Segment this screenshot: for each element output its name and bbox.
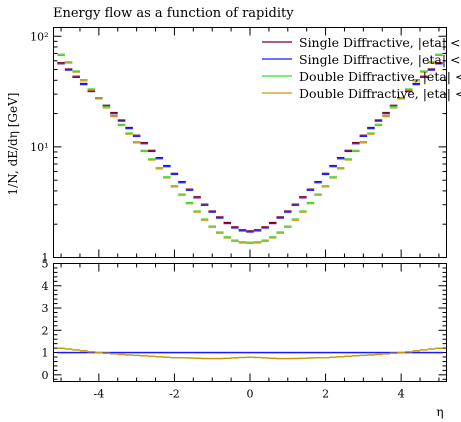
main-y-tick-label: 1 xyxy=(42,252,49,265)
ratio-y-tick-label: 2 xyxy=(42,324,49,337)
legend-entry-1: Single Diffractive, |eta| < 5 xyxy=(299,35,461,50)
ratio-y-tick-label: 4 xyxy=(42,280,49,293)
ratio-series xyxy=(57,347,443,360)
ratio-y-tick-label: 5 xyxy=(42,258,49,271)
main-y-ticks: 1 10¹ 10² xyxy=(30,30,447,265)
legend-entry-2: Single Diffractive, |eta| < 5 xyxy=(299,52,461,67)
main-series xyxy=(57,53,443,244)
main-y-tick-label: 10² xyxy=(30,30,48,43)
ratio-y-ticks: 0 1 2 3 4 5 xyxy=(42,258,447,382)
x-tick-label: 2 xyxy=(322,388,329,401)
x-tick-label: -2 xyxy=(169,388,180,401)
ratio-y-tick-label: 0 xyxy=(42,369,49,382)
ratio-y-tick-label: 1 xyxy=(42,347,49,360)
legend-entry-4: Double Diffractive, |eta| < 5 xyxy=(299,86,461,101)
x-tick-label: -4 xyxy=(93,388,104,401)
main-y-tick-label: 10¹ xyxy=(30,141,48,154)
ratio-plot-frame xyxy=(53,263,447,382)
x-tick-label: 4 xyxy=(398,388,405,401)
x-ticks: -4 -2 0 2 4 xyxy=(60,27,440,401)
legend-entry-3: Double Diffractive, |eta| < 5 xyxy=(299,69,461,84)
ratio-y-tick-label: 3 xyxy=(42,302,49,315)
chart-title: Energy flow as a function of rapidity xyxy=(53,6,294,21)
y-axis-label: 1/N, dE/dη [GeV] xyxy=(6,93,20,196)
legend: Single Diffractive, |eta| < 5 Single Diff… xyxy=(262,35,461,101)
x-tick-label: 0 xyxy=(247,388,254,401)
x-axis-label: η xyxy=(436,405,443,419)
